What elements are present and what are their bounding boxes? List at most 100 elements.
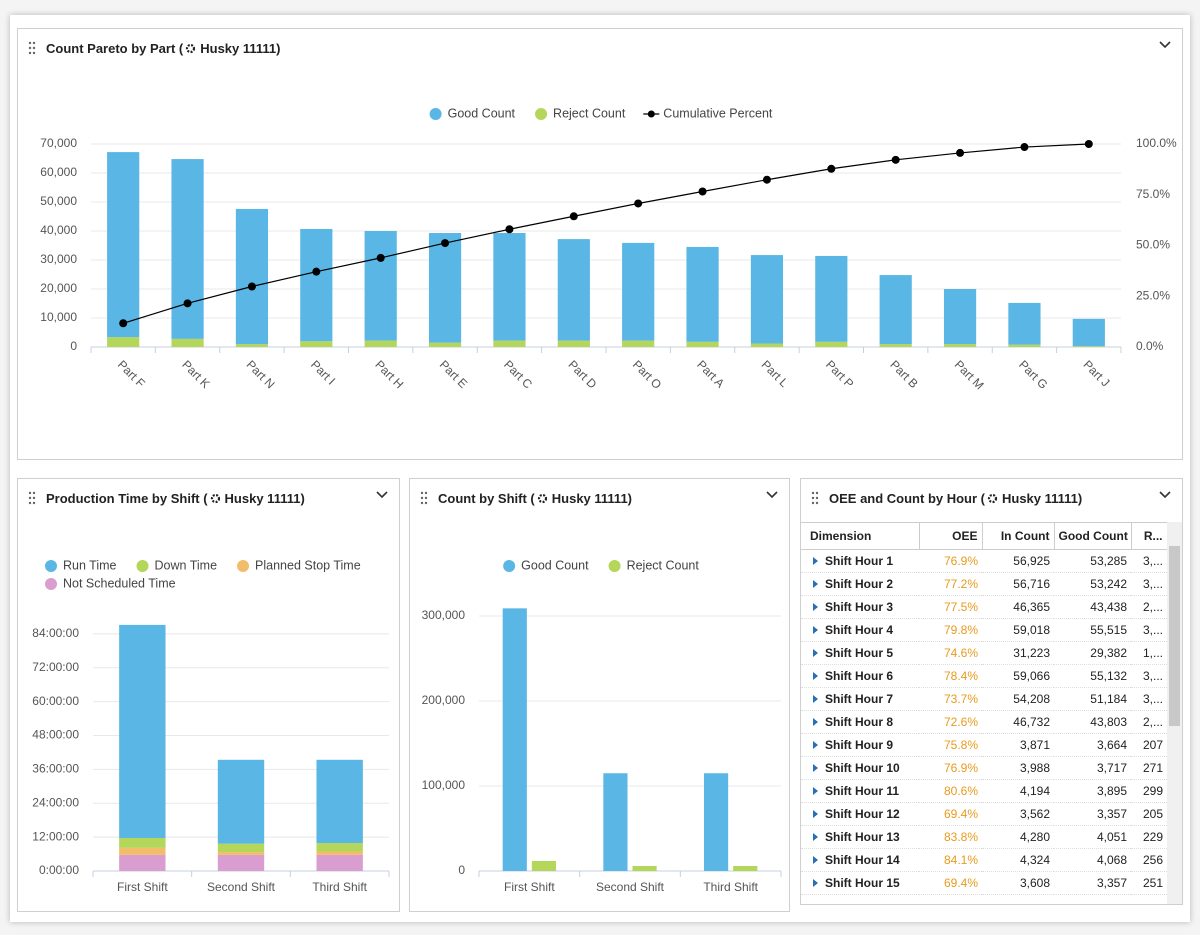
- table-cell: 3,357: [1054, 871, 1131, 895]
- drag-handle[interactable]: [28, 491, 36, 505]
- panel-machine: Husky 11111): [224, 490, 305, 506]
- bar: [879, 344, 912, 347]
- table-row[interactable]: Shift Hour 15 69.4% 3,608 3,357 251: [801, 871, 1167, 895]
- bar: [235, 344, 269, 347]
- collapse-button[interactable]: [375, 490, 389, 500]
- line-point: [1020, 143, 1029, 152]
- legend-label: Reject Count: [627, 558, 700, 572]
- y2-tick-label: 100.0%: [1136, 136, 1177, 150]
- bar: [557, 239, 590, 341]
- table-row[interactable]: Shift Hour 14 84.1% 4,324 4,068 256: [801, 848, 1167, 872]
- collapse-button[interactable]: [765, 490, 779, 500]
- y-tick-label: 20,000: [40, 281, 77, 295]
- drag-handle[interactable]: [28, 41, 36, 55]
- table-row[interactable]: Shift Hour 10 76.9% 3,988 3,717 271: [801, 756, 1167, 780]
- table-row[interactable]: Shift Hour 1 76.9% 56,925 53,285 3,...: [801, 549, 1167, 573]
- table-cell: Shift Hour 6: [801, 664, 919, 688]
- line-point: [1084, 140, 1093, 148]
- x-tick-label: Part H: [372, 357, 406, 391]
- bar: [493, 233, 526, 341]
- table-cell: 43,803: [1054, 710, 1131, 734]
- x-tick-label: Part P: [823, 357, 856, 390]
- legend-item[interactable]: Run Time: [45, 558, 117, 572]
- line-point: [762, 175, 771, 184]
- bar: [217, 854, 265, 871]
- y-tick-label: 24:00:00: [32, 795, 79, 809]
- y-tick-label: 0:00:00: [39, 863, 79, 877]
- legend-item[interactable]: Reject Count: [608, 558, 700, 572]
- table-row[interactable]: Shift Hour 8 72.6% 46,732 43,803 2,...: [801, 710, 1167, 734]
- y-tick-label: 60:00:00: [32, 694, 79, 708]
- legend-item[interactable]: Planned Stop Time: [237, 558, 361, 572]
- legend-item[interactable]: Not Scheduled Time: [45, 576, 176, 590]
- bar: [119, 847, 166, 855]
- collapse-button[interactable]: [1158, 40, 1172, 50]
- table-cell: 43,438: [1054, 595, 1131, 619]
- collapse-button[interactable]: [1158, 490, 1172, 500]
- table-cell: Shift Hour 4: [801, 618, 919, 642]
- x-tick-label: Part B: [887, 357, 920, 390]
- panel-header: Count by Shift ( Husky 11111): [420, 488, 779, 508]
- legend-item[interactable]: Good Count: [503, 558, 589, 572]
- bar: [531, 860, 556, 871]
- table-row[interactable]: Shift Hour 9 75.8% 3,871 3,664 207: [801, 733, 1167, 757]
- machine-icon: [210, 493, 220, 503]
- machine-icon: [186, 43, 196, 53]
- table-row[interactable]: Shift Hour 2 77.2% 56,716 53,242 3,...: [801, 572, 1167, 596]
- table-row[interactable]: Shift Hour 6 78.4% 59,066 55,132 3,...: [801, 664, 1167, 688]
- table-cell: 251: [1131, 871, 1167, 895]
- legend-item[interactable]: Reject Count: [535, 106, 626, 120]
- legend-item[interactable]: Down Time: [136, 558, 218, 572]
- table-cell: 3,...: [1131, 618, 1167, 642]
- table-cell: Shift Hour 13: [801, 825, 919, 849]
- x-tick-label: Part M: [952, 357, 987, 392]
- scrollbar[interactable]: [1167, 522, 1182, 904]
- y-tick-label: 60,000: [40, 165, 77, 179]
- table-cell: 80.6%: [919, 779, 982, 803]
- table-cell: 46,365: [982, 595, 1054, 619]
- table-cell: 1,...: [1131, 641, 1167, 665]
- bar: [171, 338, 204, 347]
- legend-item[interactable]: Cumulative Percent: [643, 106, 773, 120]
- table-cell: 76.9%: [919, 756, 982, 780]
- table-cell: 53,242: [1054, 572, 1131, 596]
- table-row[interactable]: Shift Hour 7 73.7% 54,208 51,184 3,...: [801, 687, 1167, 711]
- pareto-panel: 0 10,000 20,000 30,000 40,000 50,000 60,000 70,…: [17, 28, 1183, 460]
- table-cell: 229: [1131, 825, 1167, 849]
- legend: Run Time Down Time Planned Stop Time: [45, 558, 361, 572]
- y-tick-label: 40,000: [40, 223, 77, 237]
- x-tick-label: Second Shift: [207, 880, 276, 894]
- table-row[interactable]: Shift Hour 5 74.6% 31,223 29,382 1,...: [801, 641, 1167, 665]
- y-tick-label: 84:00:00: [32, 626, 79, 640]
- y-tick-label: 12:00:00: [32, 829, 79, 843]
- table-cell: 56,925: [982, 549, 1054, 573]
- table-row[interactable]: Shift Hour 3 77.5% 46,365 43,438 2,...: [801, 595, 1167, 619]
- legend-item[interactable]: Good Count: [429, 106, 516, 120]
- table-cell: Shift Hour 1: [801, 549, 919, 573]
- y-tick-label: 0: [458, 863, 465, 877]
- bar: [704, 773, 729, 871]
- drag-handle[interactable]: [420, 491, 428, 505]
- count-panel: 0 100,000 200,000 300,000 First Shift Second …: [409, 478, 790, 912]
- table-cell: 3,...: [1131, 687, 1167, 711]
- drag-handle[interactable]: [811, 491, 819, 505]
- x-tick-label: Third Shift: [312, 880, 367, 894]
- y-tick-label: 300,000: [422, 608, 466, 622]
- scroll-thumb[interactable]: [1169, 546, 1180, 726]
- table-row[interactable]: Shift Hour 13 83.8% 4,280 4,051 229: [801, 825, 1167, 849]
- table-row[interactable]: Shift Hour 4 79.8% 59,018 55,515 3,...: [801, 618, 1167, 642]
- bar: [300, 341, 333, 347]
- bar: [217, 843, 265, 853]
- table-cell: 299: [1131, 779, 1167, 803]
- bar: [733, 865, 758, 871]
- bar: [119, 624, 166, 838]
- y-tick-label: 100,000: [422, 778, 466, 792]
- y-tick-label: 0: [70, 339, 77, 353]
- table-row[interactable]: Shift Hour 11 80.6% 4,194 3,895 299: [801, 779, 1167, 803]
- table-cell: 29,382: [1054, 641, 1131, 665]
- production-panel: 0:00:00 12:00:00 24:00:00 36:00:00 48:00:00 6…: [17, 478, 400, 912]
- table-row[interactable]: Shift Hour 12 69.4% 3,562 3,357 205: [801, 802, 1167, 826]
- legend-marker: [45, 560, 57, 572]
- table-cell: 55,515: [1054, 618, 1131, 642]
- y-tick-label: 70,000: [40, 136, 77, 150]
